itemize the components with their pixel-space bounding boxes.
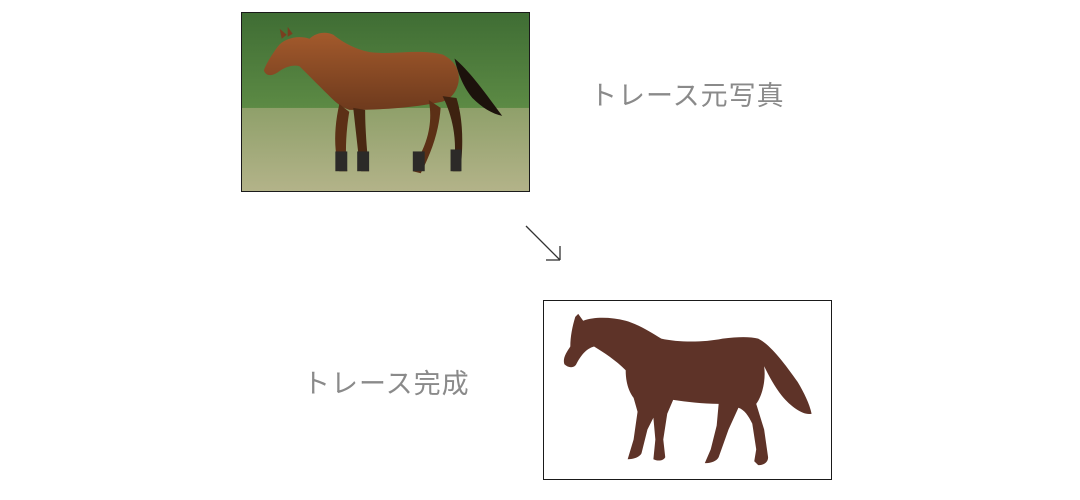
source-horse-photo xyxy=(241,12,530,192)
source-photo-caption: トレース元写真 xyxy=(590,81,785,112)
diagonal-arrow-down-right-icon xyxy=(525,225,561,261)
horse-silhouette-icon xyxy=(563,313,812,466)
traced-horse-silhouette xyxy=(543,300,832,480)
traced-result-caption: トレース完成 xyxy=(303,369,470,400)
horse-photo-icon xyxy=(242,13,529,191)
